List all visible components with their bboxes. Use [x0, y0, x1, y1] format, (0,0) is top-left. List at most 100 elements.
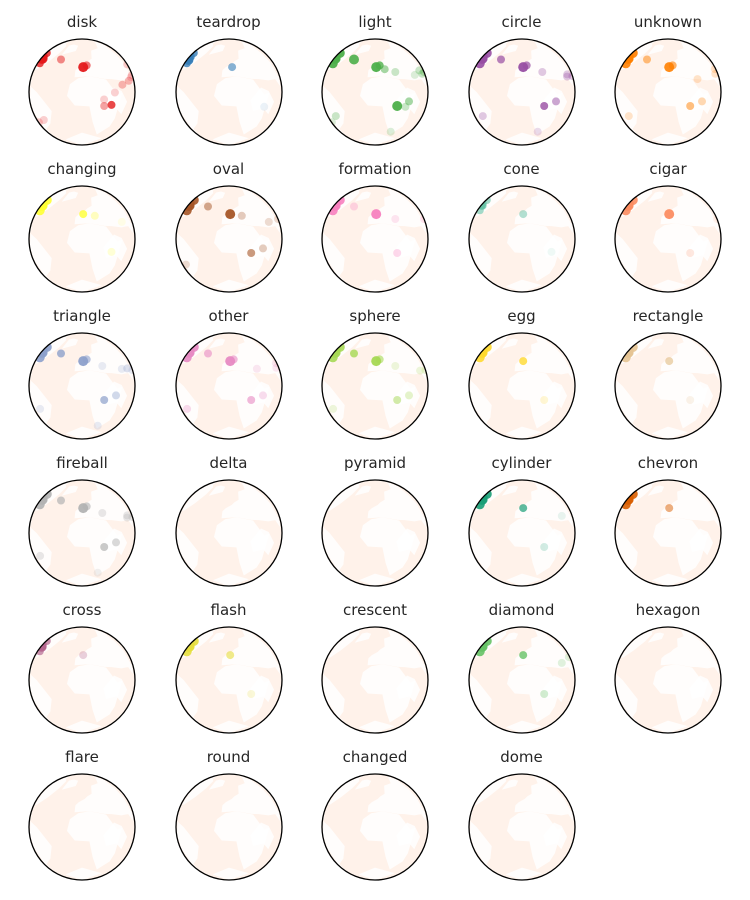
panel-title: teardrop: [196, 13, 261, 31]
panel-rectangle: rectangle: [598, 306, 738, 446]
land-mass: [358, 132, 395, 145]
land-mass: [505, 573, 542, 586]
land-mass: [689, 675, 714, 703]
land-mass: [505, 867, 542, 880]
sighting-point: [182, 404, 191, 413]
panel-disk: disk: [12, 12, 152, 152]
globe-map: [467, 38, 576, 146]
panel-title: hexagon: [635, 601, 701, 619]
land-mass: [103, 234, 128, 262]
panel-title: pyramid: [343, 454, 407, 472]
land-mass: [469, 774, 516, 824]
panel-title: circle: [501, 13, 542, 31]
land-mass: [208, 632, 225, 643]
land-mass: [651, 132, 688, 145]
land-mass: [660, 39, 720, 87]
panel-title: rectangle: [632, 307, 704, 325]
land-mass: [67, 811, 123, 870]
land-mass: [358, 573, 395, 586]
land-mass: [505, 426, 542, 439]
sighting-point: [405, 391, 413, 400]
sighting-point: [93, 568, 102, 577]
land-mass: [653, 76, 709, 135]
sighting-point: [693, 75, 702, 84]
panel-title: cone: [503, 160, 540, 178]
sighting-point: [229, 355, 238, 364]
panel-cylinder: cylinder: [452, 453, 592, 593]
sighting-point: [686, 249, 695, 257]
panel-pyramid: pyramid: [305, 453, 445, 593]
sighting-point: [39, 116, 48, 124]
panel-title: changing: [47, 160, 117, 178]
sighting-point: [643, 55, 651, 64]
sighting-point: [110, 88, 119, 97]
land-mass: [176, 527, 200, 578]
sighting-point: [391, 362, 400, 370]
sighting-point: [227, 63, 236, 72]
sighting-point: [117, 217, 126, 226]
sighting-point: [557, 511, 566, 520]
land-mass: [221, 774, 280, 822]
land-mass: [249, 87, 274, 115]
land-mass: [653, 223, 709, 282]
sighting-point: [329, 404, 338, 413]
globe-outline: [174, 332, 283, 440]
sighting-point: [93, 421, 102, 430]
land-mass: [74, 480, 134, 528]
sighting-point: [375, 355, 384, 364]
sighting-point: [117, 364, 126, 373]
land-mass: [29, 527, 54, 578]
land-mass: [367, 333, 427, 381]
land-mass: [67, 517, 123, 576]
land-mass: [29, 86, 54, 137]
land-mass: [615, 233, 640, 284]
panel-title: chevron: [637, 454, 699, 472]
sighting-point: [539, 690, 548, 698]
panel-title: light: [358, 13, 392, 31]
globe-outline: [321, 38, 429, 146]
globe-map: [28, 479, 136, 587]
land-mass: [323, 774, 370, 824]
globe-map: [28, 626, 136, 734]
sighting-point: [123, 364, 132, 373]
sighting-point: [371, 209, 382, 220]
sighting-point: [562, 72, 571, 81]
land-mass: [542, 675, 567, 703]
globe-outline: [467, 332, 576, 440]
panel-title: oval: [212, 160, 245, 178]
globe-outline: [174, 773, 283, 881]
land-mass: [65, 867, 102, 880]
land-mass: [360, 517, 416, 576]
panel-title: crescent: [343, 601, 407, 619]
sighting-point: [547, 247, 555, 256]
panel-cone: cone: [452, 159, 592, 299]
panel-changing: changing: [12, 159, 152, 299]
sighting-point: [107, 247, 116, 256]
globe-map: [28, 773, 136, 881]
sighting-point: [123, 513, 132, 522]
globe-outline: [174, 38, 283, 146]
land-mass: [249, 528, 274, 556]
land-mass: [354, 338, 372, 349]
land-mass: [176, 674, 200, 725]
sighting-point: [100, 95, 109, 104]
land-mass: [469, 674, 493, 725]
land-mass: [249, 822, 274, 850]
sighting-point: [350, 202, 358, 211]
land-mass: [506, 370, 562, 429]
land-mass: [501, 779, 518, 790]
land-mass: [615, 674, 640, 725]
panel-title: flash: [210, 601, 247, 619]
sighting-point: [686, 396, 695, 404]
globe-outline: [614, 332, 722, 440]
sighting-point: [100, 102, 109, 110]
panel-triangle: triangle: [12, 306, 152, 446]
panel-title: other: [208, 307, 249, 325]
land-mass: [176, 233, 200, 284]
land-mass: [323, 627, 370, 677]
land-mass: [212, 426, 249, 439]
land-mass: [358, 279, 395, 292]
globe-map: [614, 185, 722, 293]
globe-outline: [28, 773, 136, 881]
land-mass: [103, 675, 128, 703]
